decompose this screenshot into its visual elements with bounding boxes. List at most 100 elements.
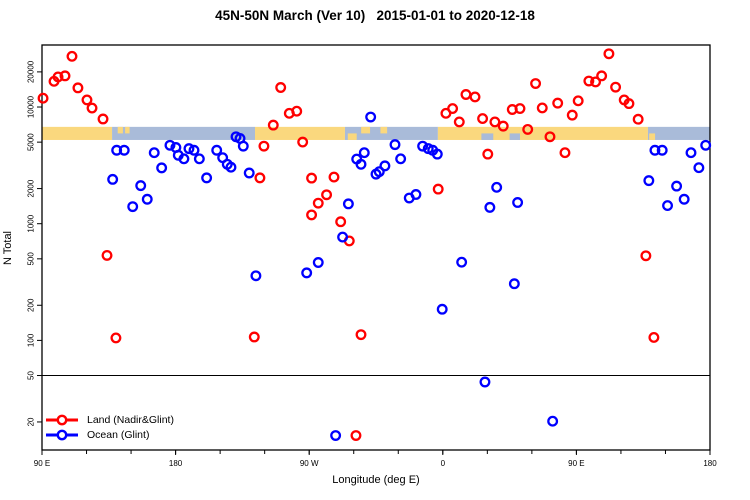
ocean-data-point [373,166,385,178]
land-data-point [566,109,578,121]
x-tick-label: 0 [441,459,446,468]
y-tick-label: 20 [27,417,36,426]
x-axis-label: Longitude (deg E) [332,474,420,486]
y-tick-label: 100 [27,333,36,347]
land-data-point [596,70,608,82]
ocean-data-point [508,278,520,290]
land-data-point [267,119,279,131]
ocean-data-point [678,193,690,205]
land-data-point [640,250,652,262]
land-data-point [254,172,266,184]
land-data-point [97,113,109,125]
ocean-data-point [656,144,668,156]
y-tick-label: 50 [27,371,36,380]
land-data-point [275,82,287,93]
ocean-data-point [417,140,429,152]
land-data-point [110,332,122,344]
ocean-data-point [649,144,661,156]
land-data-point [291,105,303,117]
x-tick-label: 90 W [300,459,319,468]
land-series-symbol [46,414,78,425]
legend: Land (Nadir&Glint) Ocean (Glint) [45,412,174,442]
land-data-point [477,113,489,125]
ocean-data-point [491,181,503,193]
ocean-data-point [643,175,655,187]
ocean-data-point [148,147,160,159]
land-data-point [297,136,309,148]
ocean-band-segment [112,126,256,140]
land-band-patch [347,133,357,140]
ocean-data-point [693,162,705,174]
legend-item-land: Land (Nadir&Glint) [45,412,174,427]
ocean-data-point [193,153,205,165]
land-data-point [603,48,615,60]
land-data-point [66,50,78,62]
land-data-point [453,116,465,128]
land-band-segment [255,126,345,140]
y-tick-label: 500 [27,252,36,266]
ocean-data-point [395,153,407,165]
ocean-data-point [365,111,377,123]
ocean-data-point [225,161,237,173]
ocean-band-segment [647,126,710,140]
land-data-point [460,89,472,100]
land-data-point [544,131,556,143]
land-data-point [530,78,542,89]
land-data-point [482,148,494,160]
land-data-point [514,103,526,115]
ocean-data-point [188,144,200,156]
ocean-data-point [211,144,223,156]
land-data-point [81,94,93,106]
legend-label-ocean: Ocean (Glint) [87,428,150,441]
ocean-data-point [700,139,712,151]
land-data-point [632,113,644,125]
ocean-data-point [456,256,468,268]
land-data-point [522,123,534,135]
ocean-data-point [107,173,119,185]
y-tick-label: 5000 [27,133,36,151]
land-data-point [37,92,49,104]
ocean-data-point [431,148,443,160]
ocean-data-point [164,139,176,151]
ocean-data-point [671,180,683,192]
land-band-segment [42,126,113,140]
ocean-data-point [512,197,524,208]
land-data-point [101,249,113,261]
land-data-point [648,331,660,343]
land-data-point [306,209,318,221]
ocean-data-point [156,162,168,174]
land-data-point [572,95,584,107]
land-data-point [590,76,601,88]
ocean-data-point [479,376,491,388]
x-tick-label: 180 [169,459,183,468]
ocean-band-patch [481,133,494,140]
land-band-patch [380,126,388,134]
land-data-point [59,70,71,82]
y-tick-label: 1000 [27,214,36,232]
y-tick-label: 10000 [27,95,36,118]
ocean-data-point [243,167,255,179]
ocean-series-symbol [46,429,78,440]
land-data-point [447,103,459,115]
ocean-data-point [118,144,130,156]
land-data-point [489,116,501,128]
land-data-point [432,183,444,195]
land-data-point [469,91,481,103]
land-band-patch [117,126,123,134]
ocean-data-point [342,198,354,210]
land-band-segment [437,126,648,140]
land-band-patch [649,133,656,140]
ocean-data-point [201,172,213,184]
ocean-band-segment [344,126,438,140]
ocean-data-point [547,415,559,427]
land-data-point [623,98,635,110]
land-band-patch [361,126,371,134]
land-data-point [536,102,548,114]
ocean-data-point [312,257,324,268]
y-tick-label: 200 [27,298,36,312]
ocean-data-point [389,139,401,151]
ocean-data-point [337,231,349,243]
land-data-point [321,189,333,201]
